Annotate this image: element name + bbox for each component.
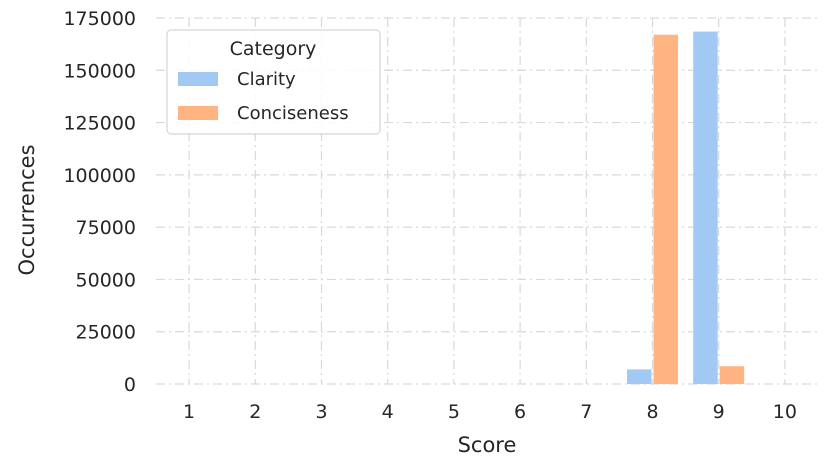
legend-frame (166, 29, 381, 135)
legend: Category Clarity Conciseness (166, 29, 381, 135)
bar-conciseness-8 (653, 34, 678, 384)
x-tick-label: 3 (315, 401, 327, 423)
x-tick-label: 6 (514, 401, 526, 423)
x-tick-label: 10 (773, 401, 797, 423)
x-tick-labels: 1 2 3 4 5 6 7 8 9 10 (183, 401, 797, 423)
y-tick-label: 50000 (76, 269, 136, 291)
y-tick-label: 0 (124, 374, 136, 396)
x-tick-label: 8 (646, 401, 658, 423)
legend-label-conciseness: Conciseness (237, 103, 349, 124)
x-tick-label: 1 (183, 401, 195, 423)
bar-clarity-8 (627, 369, 652, 384)
legend-title: Category (230, 38, 317, 60)
x-tick-label: 4 (382, 401, 394, 423)
legend-label-clarity: Clarity (237, 69, 296, 90)
x-tick-label: 7 (580, 401, 592, 423)
legend-swatch-conciseness (178, 106, 218, 120)
y-tick-label: 125000 (63, 113, 136, 135)
y-tick-labels: 0 25000 50000 75000 100000 125000 150000 175000 (63, 8, 136, 396)
x-tick-label: 9 (713, 401, 725, 423)
x-tick-label: 2 (249, 401, 261, 423)
y-tick-label: 150000 (63, 60, 136, 82)
x-axis-label: Score (458, 433, 517, 457)
y-axis-label: Occurrences (15, 144, 39, 275)
legend-swatch-clarity (178, 72, 218, 86)
bar-conciseness-9 (719, 366, 745, 384)
y-tick-label: 25000 (76, 322, 136, 344)
bars (627, 31, 745, 384)
y-tick-label: 175000 (63, 8, 136, 30)
y-tick-label: 75000 (76, 217, 136, 239)
bar-clarity-9 (693, 31, 718, 384)
y-tick-label: 100000 (63, 165, 136, 187)
x-tick-label: 5 (448, 401, 460, 423)
